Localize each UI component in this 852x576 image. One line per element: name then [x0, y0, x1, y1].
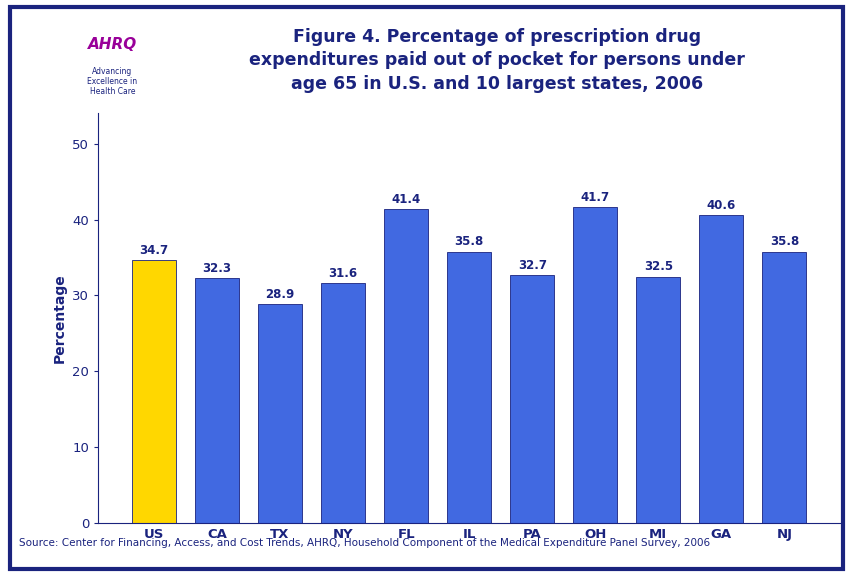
Text: Advancing
Excellence in
Health Care: Advancing Excellence in Health Care	[87, 67, 137, 96]
Text: 41.4: 41.4	[391, 193, 420, 206]
Bar	[132, 260, 176, 523]
Bar	[446, 252, 491, 523]
Text: 32.3: 32.3	[202, 262, 231, 275]
Text: AHRQ: AHRQ	[88, 37, 136, 52]
Text: 41.7: 41.7	[580, 191, 609, 204]
Text: 32.7: 32.7	[517, 259, 546, 272]
Bar	[762, 252, 805, 523]
Text: 35.8: 35.8	[454, 236, 483, 248]
Text: 34.7: 34.7	[139, 244, 168, 257]
Text: Figure 4. Percentage of prescription drug
expenditures paid out of pocket for pe: Figure 4. Percentage of prescription dru…	[249, 28, 744, 93]
Bar	[509, 275, 554, 523]
Bar	[383, 209, 428, 523]
Text: ✦: ✦	[29, 46, 55, 75]
Text: 28.9: 28.9	[265, 288, 294, 301]
Text: 40.6: 40.6	[706, 199, 735, 212]
Bar	[194, 278, 239, 523]
Bar	[699, 215, 743, 523]
Text: Source: Center for Financing, Access, and Cost Trends, AHRQ, Household Component: Source: Center for Financing, Access, an…	[19, 538, 709, 548]
Text: 31.6: 31.6	[328, 267, 357, 281]
Bar	[257, 304, 302, 523]
Y-axis label: Percentage: Percentage	[53, 274, 66, 363]
Text: 32.5: 32.5	[643, 260, 672, 274]
Bar	[573, 207, 617, 523]
Bar	[636, 276, 680, 523]
Bar	[320, 283, 365, 523]
Text: 35.8: 35.8	[769, 236, 798, 248]
